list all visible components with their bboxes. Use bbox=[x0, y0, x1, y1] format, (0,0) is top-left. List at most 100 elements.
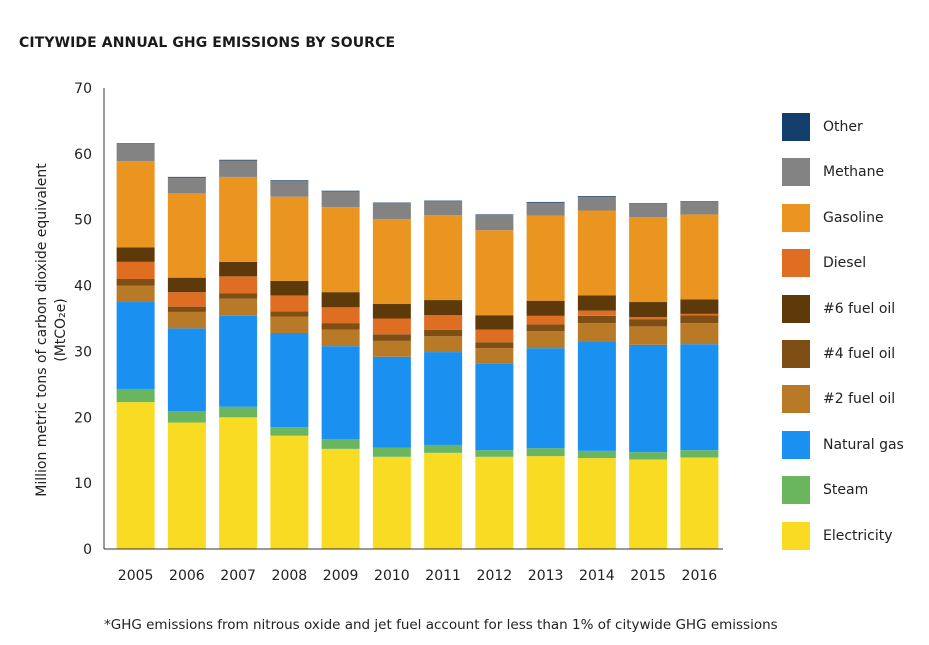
bar-segment-6-fuel-oil-2011 bbox=[424, 300, 463, 316]
y-tick-label: 20 bbox=[74, 410, 92, 426]
bar-segment-4-fuel-oil-2010 bbox=[372, 334, 411, 341]
legend-swatch bbox=[782, 249, 810, 278]
legend-label: Gasoline bbox=[823, 209, 884, 226]
bar-segment-6-fuel-oil-2012 bbox=[475, 315, 514, 330]
bar-segment-4-fuel-oil-2008 bbox=[270, 311, 309, 317]
footnote: *GHG emissions from nitrous oxide and je… bbox=[104, 617, 778, 633]
bar-segment-steam-2005 bbox=[116, 388, 155, 403]
bar-segment-gasoline-2010 bbox=[372, 219, 411, 305]
bar-segment-4-fuel-oil-2005 bbox=[116, 278, 155, 286]
bar-segment-gasoline-2012 bbox=[475, 230, 514, 316]
x-tick-label: 2015 bbox=[630, 568, 666, 584]
bar-segment-natural-gas-2005 bbox=[116, 302, 155, 389]
bar-segment-steam-2010 bbox=[372, 447, 411, 457]
bar-segment-diesel-2005 bbox=[116, 261, 155, 279]
x-tick-label: 2016 bbox=[682, 568, 718, 584]
legend-swatch bbox=[782, 385, 810, 414]
legend-swatch bbox=[782, 113, 810, 141]
bar-segment-natural-gas-2008 bbox=[270, 332, 309, 428]
bar-segment-diesel-2008 bbox=[270, 295, 309, 312]
bar-segment-gasoline-2011 bbox=[424, 215, 463, 301]
bar-segment-methane-2015 bbox=[629, 203, 668, 218]
x-tick-label: 2009 bbox=[323, 568, 359, 584]
bar-segment-electricity-2005 bbox=[116, 402, 155, 549]
bar-segment-2-fuel-oil-2006 bbox=[167, 311, 206, 329]
bar-segment-4-fuel-oil-2014 bbox=[577, 315, 616, 324]
x-tick-label: 2005 bbox=[118, 568, 154, 584]
bar-segment-steam-2015 bbox=[629, 452, 668, 460]
legend-item: #6 fuel oil bbox=[782, 294, 922, 325]
y-axis-ticks: 0 10 20 30 40 50 60 70 bbox=[74, 81, 92, 558]
bar-segment-diesel-2013 bbox=[526, 315, 565, 325]
bar-segment-diesel-2016 bbox=[680, 313, 719, 316]
bar-segment-4-fuel-oil-2006 bbox=[167, 306, 206, 312]
bar-segment-steam-2007 bbox=[219, 406, 258, 418]
bar-stack-2013 bbox=[526, 201, 565, 549]
x-tick-label: 2010 bbox=[374, 568, 410, 584]
bar-segment-methane-2016 bbox=[680, 201, 719, 215]
bar-segment-diesel-2015 bbox=[629, 317, 668, 320]
bar-segment-2-fuel-oil-2008 bbox=[270, 316, 309, 333]
bar-segment-steam-2009 bbox=[321, 439, 360, 449]
bar-segment-6-fuel-oil-2008 bbox=[270, 280, 309, 296]
bar-segment-gasoline-2006 bbox=[167, 193, 206, 278]
y-tick-label: 40 bbox=[74, 279, 92, 295]
bar-segment-methane-2010 bbox=[372, 203, 411, 220]
bar-segment-4-fuel-oil-2015 bbox=[629, 319, 668, 327]
bar-segment-gasoline-2014 bbox=[577, 210, 616, 296]
bar-segment-other-2005 bbox=[116, 143, 155, 144]
x-tick-label: 2012 bbox=[477, 568, 513, 584]
bar-stack-2006 bbox=[167, 176, 206, 549]
y-tick-label: 10 bbox=[74, 476, 92, 492]
x-axis-ticks: 2005 2006 2007 2008 2009 2010 2011 2012 2013 2014… bbox=[118, 568, 717, 584]
legend-label: Other bbox=[823, 119, 863, 135]
bar-segment-methane-2005 bbox=[116, 143, 155, 162]
bar-segment-other-2013 bbox=[526, 201, 565, 203]
bar-segment-other-2009 bbox=[321, 190, 360, 192]
bar-segment-diesel-2009 bbox=[321, 307, 360, 324]
bar-segment-electricity-2016 bbox=[680, 457, 719, 549]
bar-segment-6-fuel-oil-2007 bbox=[219, 261, 258, 277]
bar-stack-2009 bbox=[321, 190, 360, 549]
bar-segment-gasoline-2007 bbox=[219, 176, 258, 262]
bar-stack-2011 bbox=[424, 200, 463, 549]
bar-segment-methane-2011 bbox=[424, 201, 463, 216]
legend-label: Methane bbox=[823, 164, 885, 181]
bar-segment-gasoline-2005 bbox=[116, 161, 155, 248]
bar-segment-other-2010 bbox=[372, 202, 411, 204]
bar-segment-electricity-2014 bbox=[577, 458, 616, 549]
bar-segment-2-fuel-oil-2011 bbox=[424, 336, 463, 353]
y-axis-label: Million metric tons of carbon dioxide eq… bbox=[34, 163, 69, 497]
bar-segment-4-fuel-oil-2007 bbox=[219, 293, 258, 299]
y-tick-label: 70 bbox=[74, 81, 92, 97]
bar-segment-natural-gas-2012 bbox=[475, 363, 514, 451]
bar-stack-2007 bbox=[219, 159, 258, 549]
bar-segment-diesel-2014 bbox=[577, 310, 616, 316]
bar-segment-steam-2013 bbox=[526, 448, 565, 457]
legend-swatch bbox=[782, 294, 810, 323]
bar-segment-gasoline-2013 bbox=[526, 215, 565, 301]
legend-label: Natural gas bbox=[823, 436, 904, 453]
bar-segment-methane-2006 bbox=[167, 177, 206, 194]
bar-segment-natural-gas-2015 bbox=[629, 344, 668, 453]
legend-label: #2 fuel oil bbox=[823, 391, 896, 408]
bar-segment-4-fuel-oil-2016 bbox=[680, 315, 719, 324]
bar-segment-6-fuel-oil-2006 bbox=[167, 277, 206, 293]
y-tick-label: 0 bbox=[83, 542, 92, 558]
bar-segment-4-fuel-oil-2012 bbox=[475, 342, 514, 349]
bar-segment-electricity-2007 bbox=[219, 417, 258, 549]
bar-segment-other-2015 bbox=[629, 203, 668, 204]
legend-item: Steam bbox=[782, 476, 922, 506]
bar-segment-electricity-2008 bbox=[270, 435, 309, 549]
legend-label: #4 fuel oil bbox=[823, 346, 896, 362]
x-tick-label: 2014 bbox=[579, 568, 615, 584]
bar-segment-steam-2012 bbox=[475, 450, 514, 457]
bar-segment-natural-gas-2011 bbox=[424, 352, 463, 445]
legend-swatch bbox=[782, 521, 810, 550]
bar-stack-2015 bbox=[629, 203, 668, 549]
legend-swatch bbox=[782, 203, 810, 232]
bar-segment-steam-2011 bbox=[424, 444, 463, 453]
bar-segment-2-fuel-oil-2016 bbox=[680, 323, 719, 345]
x-tick-label: 2008 bbox=[272, 568, 308, 584]
bar-segment-gasoline-2015 bbox=[629, 217, 668, 303]
